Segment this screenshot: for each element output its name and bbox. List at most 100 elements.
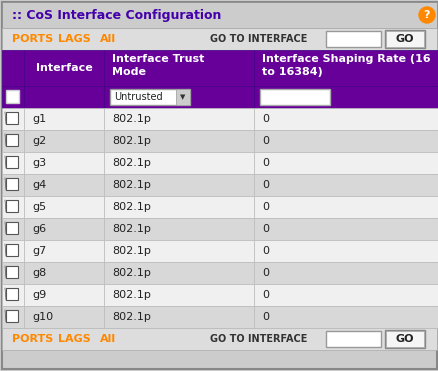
- Text: g3: g3: [32, 158, 46, 168]
- Bar: [325, 31, 380, 47]
- Bar: [2, 2, 436, 28]
- Bar: [24, 306, 104, 328]
- Text: g2: g2: [32, 136, 46, 146]
- Bar: [254, 306, 438, 328]
- Bar: [2, 240, 24, 262]
- Bar: [24, 262, 104, 284]
- Text: 0: 0: [261, 202, 268, 212]
- Text: GO TO INTERFACE: GO TO INTERFACE: [209, 334, 307, 344]
- Bar: [254, 174, 438, 196]
- Bar: [104, 50, 254, 86]
- Bar: [104, 196, 254, 218]
- Text: g6: g6: [32, 224, 46, 234]
- Bar: [325, 331, 380, 347]
- Text: All: All: [100, 34, 116, 44]
- Bar: [104, 262, 254, 284]
- Bar: [176, 89, 190, 105]
- Text: GO TO INTERFACE: GO TO INTERFACE: [209, 34, 307, 44]
- Bar: [254, 262, 438, 284]
- Bar: [104, 218, 254, 240]
- Bar: [6, 310, 18, 322]
- Bar: [24, 86, 104, 108]
- Text: LAGS: LAGS: [58, 34, 91, 44]
- Bar: [2, 152, 24, 174]
- Bar: [24, 108, 104, 130]
- Text: LAGS: LAGS: [58, 334, 91, 344]
- Text: GO: GO: [395, 334, 413, 344]
- Text: GO: GO: [395, 34, 413, 44]
- Bar: [2, 50, 24, 86]
- Text: g10: g10: [32, 312, 53, 322]
- Bar: [384, 30, 424, 48]
- Circle shape: [418, 7, 434, 23]
- Bar: [2, 328, 436, 350]
- Bar: [385, 331, 423, 347]
- Bar: [254, 152, 438, 174]
- Bar: [24, 174, 104, 196]
- Bar: [24, 218, 104, 240]
- Bar: [254, 218, 438, 240]
- Bar: [6, 134, 18, 146]
- Bar: [2, 306, 24, 328]
- Bar: [6, 200, 18, 212]
- Bar: [24, 284, 104, 306]
- Text: Interface Trust: Interface Trust: [112, 54, 204, 64]
- Bar: [104, 306, 254, 328]
- Bar: [6, 178, 18, 190]
- Bar: [2, 108, 24, 130]
- Text: 0: 0: [261, 180, 268, 190]
- Text: 802.1p: 802.1p: [112, 290, 151, 300]
- Text: 0: 0: [261, 312, 268, 322]
- Text: ?: ?: [423, 10, 429, 20]
- Text: 802.1p: 802.1p: [112, 158, 151, 168]
- Text: g1: g1: [32, 114, 46, 124]
- Bar: [254, 240, 438, 262]
- Text: PORTS: PORTS: [12, 334, 53, 344]
- Bar: [104, 108, 254, 130]
- Bar: [104, 152, 254, 174]
- Text: 802.1p: 802.1p: [112, 202, 151, 212]
- Text: 0: 0: [261, 114, 268, 124]
- Bar: [254, 86, 438, 108]
- Bar: [6, 244, 18, 256]
- Bar: [24, 240, 104, 262]
- Bar: [6, 288, 18, 300]
- Bar: [2, 284, 24, 306]
- Bar: [2, 130, 24, 152]
- Text: Interface: Interface: [35, 63, 92, 73]
- Text: 802.1p: 802.1p: [112, 312, 151, 322]
- Bar: [6, 266, 18, 278]
- Bar: [2, 174, 24, 196]
- Bar: [104, 130, 254, 152]
- Bar: [385, 31, 423, 47]
- Bar: [2, 86, 24, 108]
- Text: PORTS: PORTS: [12, 34, 53, 44]
- Text: 0: 0: [261, 158, 268, 168]
- Bar: [24, 50, 104, 86]
- Bar: [2, 28, 436, 50]
- Bar: [6, 222, 18, 234]
- Text: 802.1p: 802.1p: [112, 114, 151, 124]
- Bar: [104, 284, 254, 306]
- Text: 802.1p: 802.1p: [112, 224, 151, 234]
- Text: 0: 0: [261, 224, 268, 234]
- Text: ▼: ▼: [180, 94, 185, 100]
- Bar: [254, 130, 438, 152]
- Text: 802.1p: 802.1p: [112, 180, 151, 190]
- Text: g4: g4: [32, 180, 46, 190]
- Text: g9: g9: [32, 290, 46, 300]
- Bar: [2, 262, 24, 284]
- Bar: [104, 240, 254, 262]
- Bar: [2, 196, 24, 218]
- Bar: [24, 152, 104, 174]
- Text: 0: 0: [261, 136, 268, 146]
- Bar: [110, 89, 190, 105]
- Text: Mode: Mode: [112, 67, 146, 77]
- Text: Untrusted: Untrusted: [114, 92, 162, 102]
- Bar: [24, 130, 104, 152]
- Bar: [254, 284, 438, 306]
- Text: 802.1p: 802.1p: [112, 268, 151, 278]
- Bar: [254, 196, 438, 218]
- Text: g8: g8: [32, 268, 46, 278]
- Text: 0: 0: [261, 246, 268, 256]
